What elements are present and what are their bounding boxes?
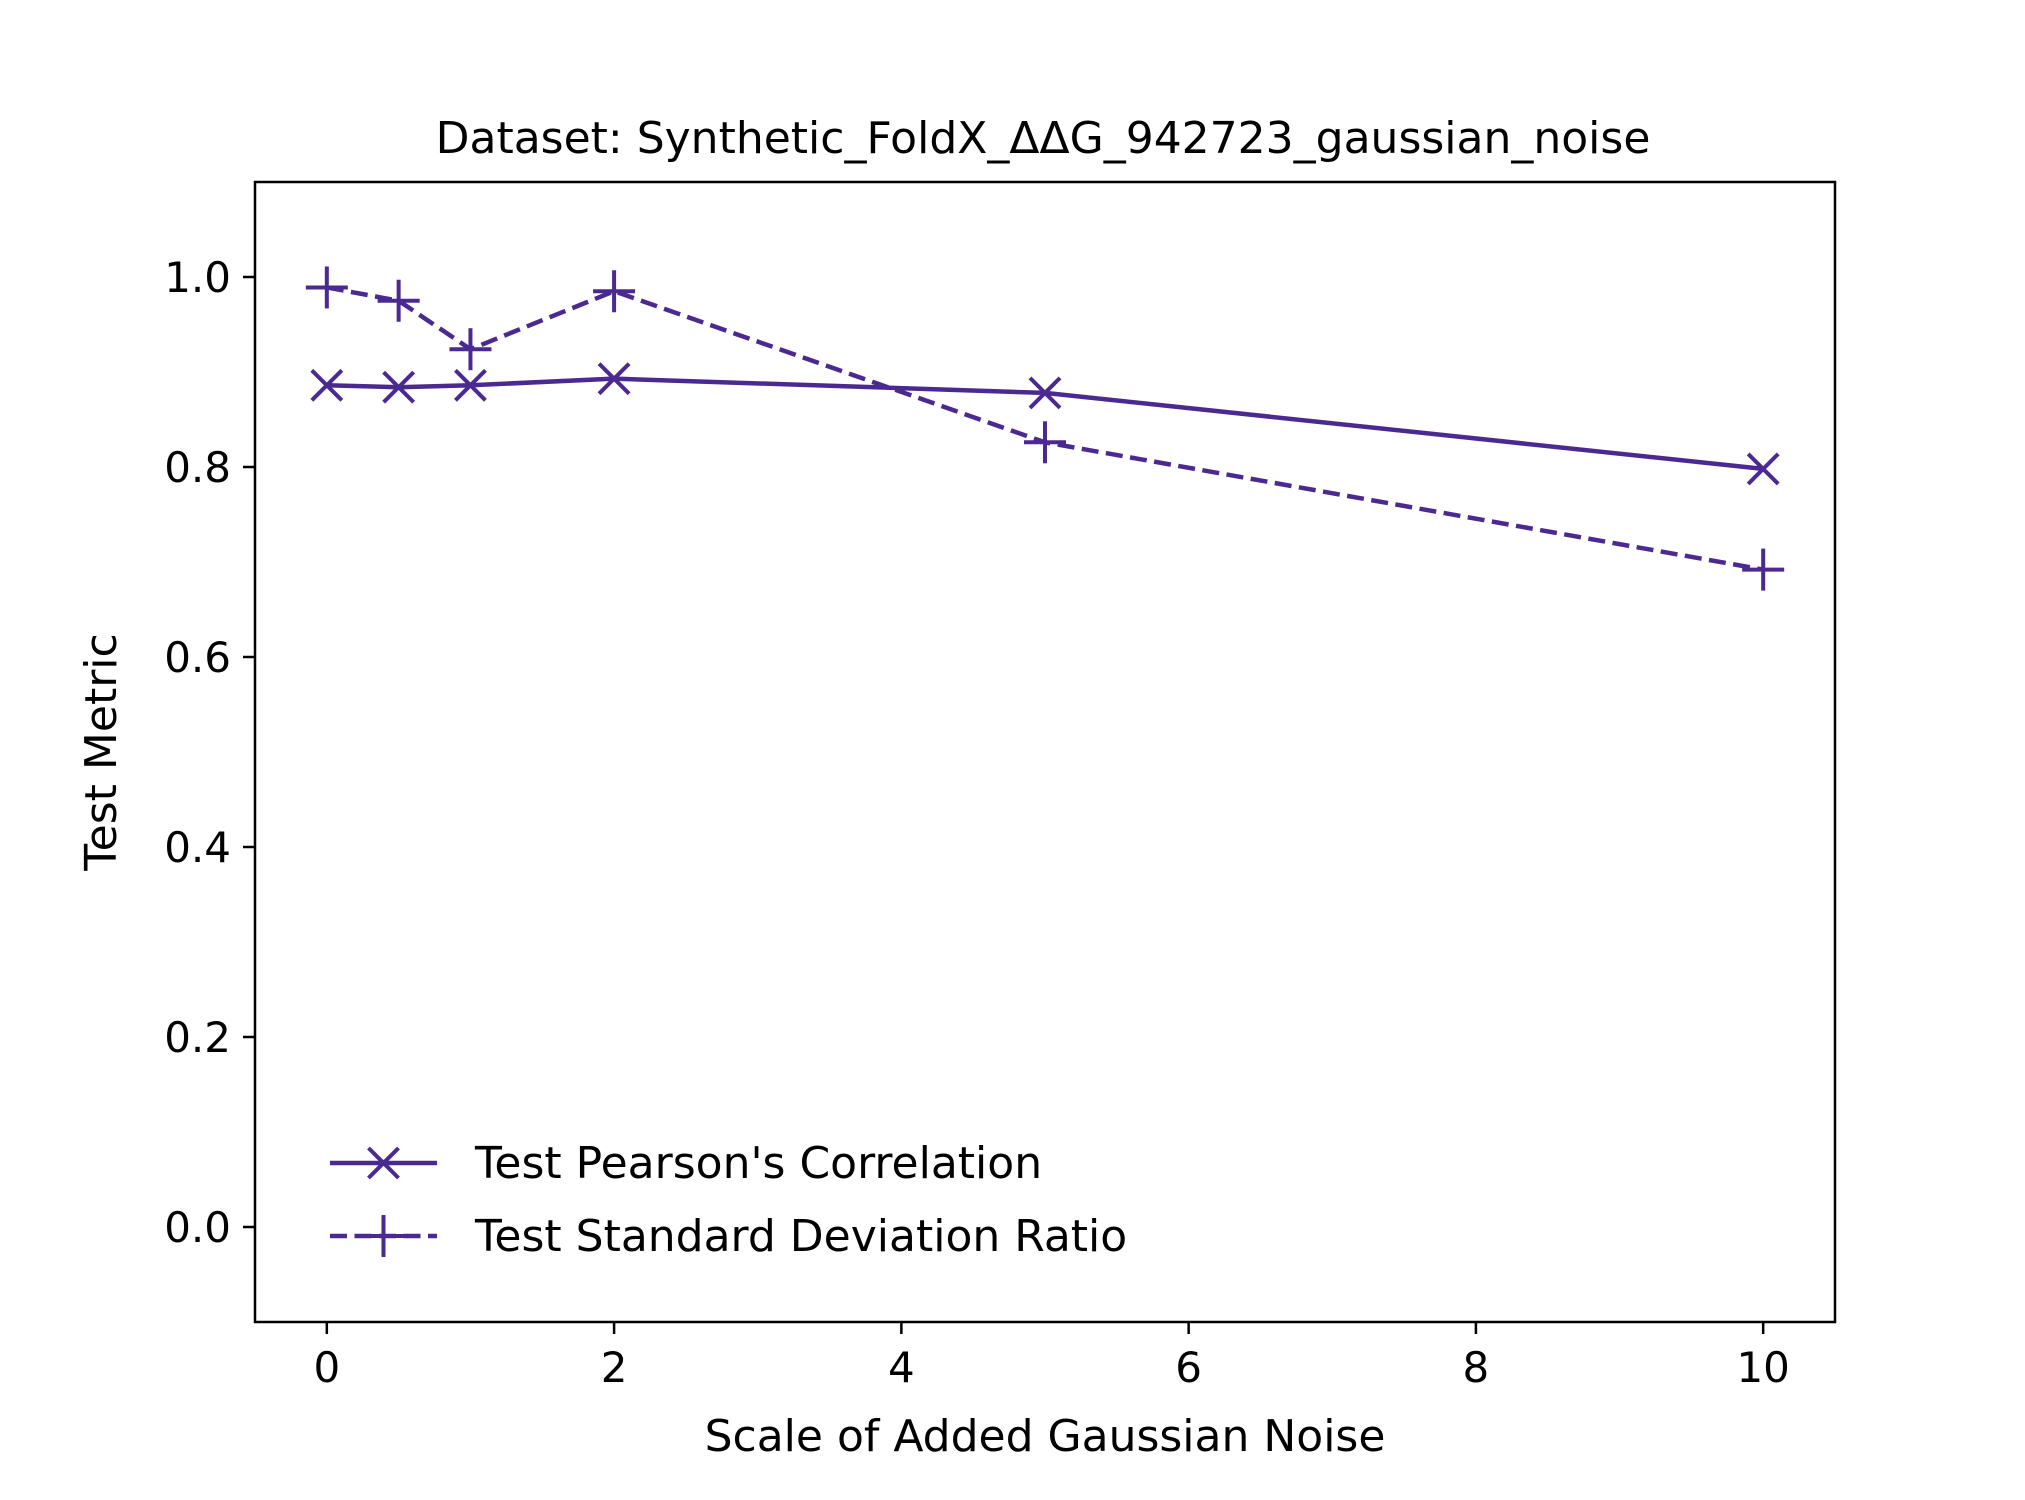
legend-item: Test Pearson's Correlation [330,1138,1042,1189]
legend-item: Test Standard Deviation Ratio [330,1211,1127,1262]
x-marker [1746,452,1780,486]
y-axis: 0.0 0.2 0.4 0.6 0.8 1.0 [164,253,255,1252]
chart-title: Dataset: Synthetic_FoldX_ΔΔG_942723_gaus… [436,113,1651,164]
x-marker-stroke [597,362,631,396]
x-tick-label: 2 [601,1343,628,1392]
x-marker [382,370,416,404]
y-tick-label: 0.6 [164,633,231,682]
x-tick-label: 6 [1175,1343,1202,1392]
plus-marker [449,328,492,371]
plus-marker [377,279,420,322]
plus-marker [593,270,636,313]
x-axis: 0 2 4 6 8 10 [313,1322,1790,1392]
series-1 [310,362,1780,486]
legend-label: Test Pearson's Correlation [474,1138,1042,1189]
x-marker-stroke [1746,452,1780,486]
x-marker-stroke [367,1146,400,1180]
plus-marker [1024,421,1066,464]
y-tick-label: 0.0 [164,1203,231,1252]
x-marker-stroke [1028,376,1062,410]
x-tick-label: 4 [888,1343,915,1392]
series-2-line [326,285,1764,572]
y-tick-label: 0.8 [164,443,231,492]
series-1-line [326,376,1764,472]
y-tick-label: 1.0 [164,253,231,302]
x-marker [1028,376,1062,410]
x-marker-stroke [310,368,344,402]
x-tick-label: 8 [1463,1343,1490,1392]
legend: Test Pearson's Correlation Test Standard … [330,1138,1127,1262]
plus-marker [362,1215,405,1257]
plot-frame [253,180,1837,1324]
series-2 [305,266,1785,591]
plot-area [305,266,1785,591]
plus-marker [305,266,348,309]
x-marker-stroke [454,368,487,402]
x-marker-stroke [382,370,416,404]
y-tick-label: 0.4 [164,823,231,872]
x-axis-label: Scale of Added Gaussian Noise [705,1411,1386,1462]
x-marker [454,368,487,402]
y-axis-label: Test Metric [76,633,127,871]
x-marker [367,1146,400,1180]
x-tick-label: 10 [1736,1343,1789,1392]
plus-marker [1742,548,1785,591]
x-marker [597,362,631,396]
x-tick-label: 0 [313,1343,340,1392]
legend-label: Test Standard Deviation Ratio [474,1211,1127,1262]
x-marker [310,368,344,402]
y-tick-label: 0.2 [164,1013,231,1062]
